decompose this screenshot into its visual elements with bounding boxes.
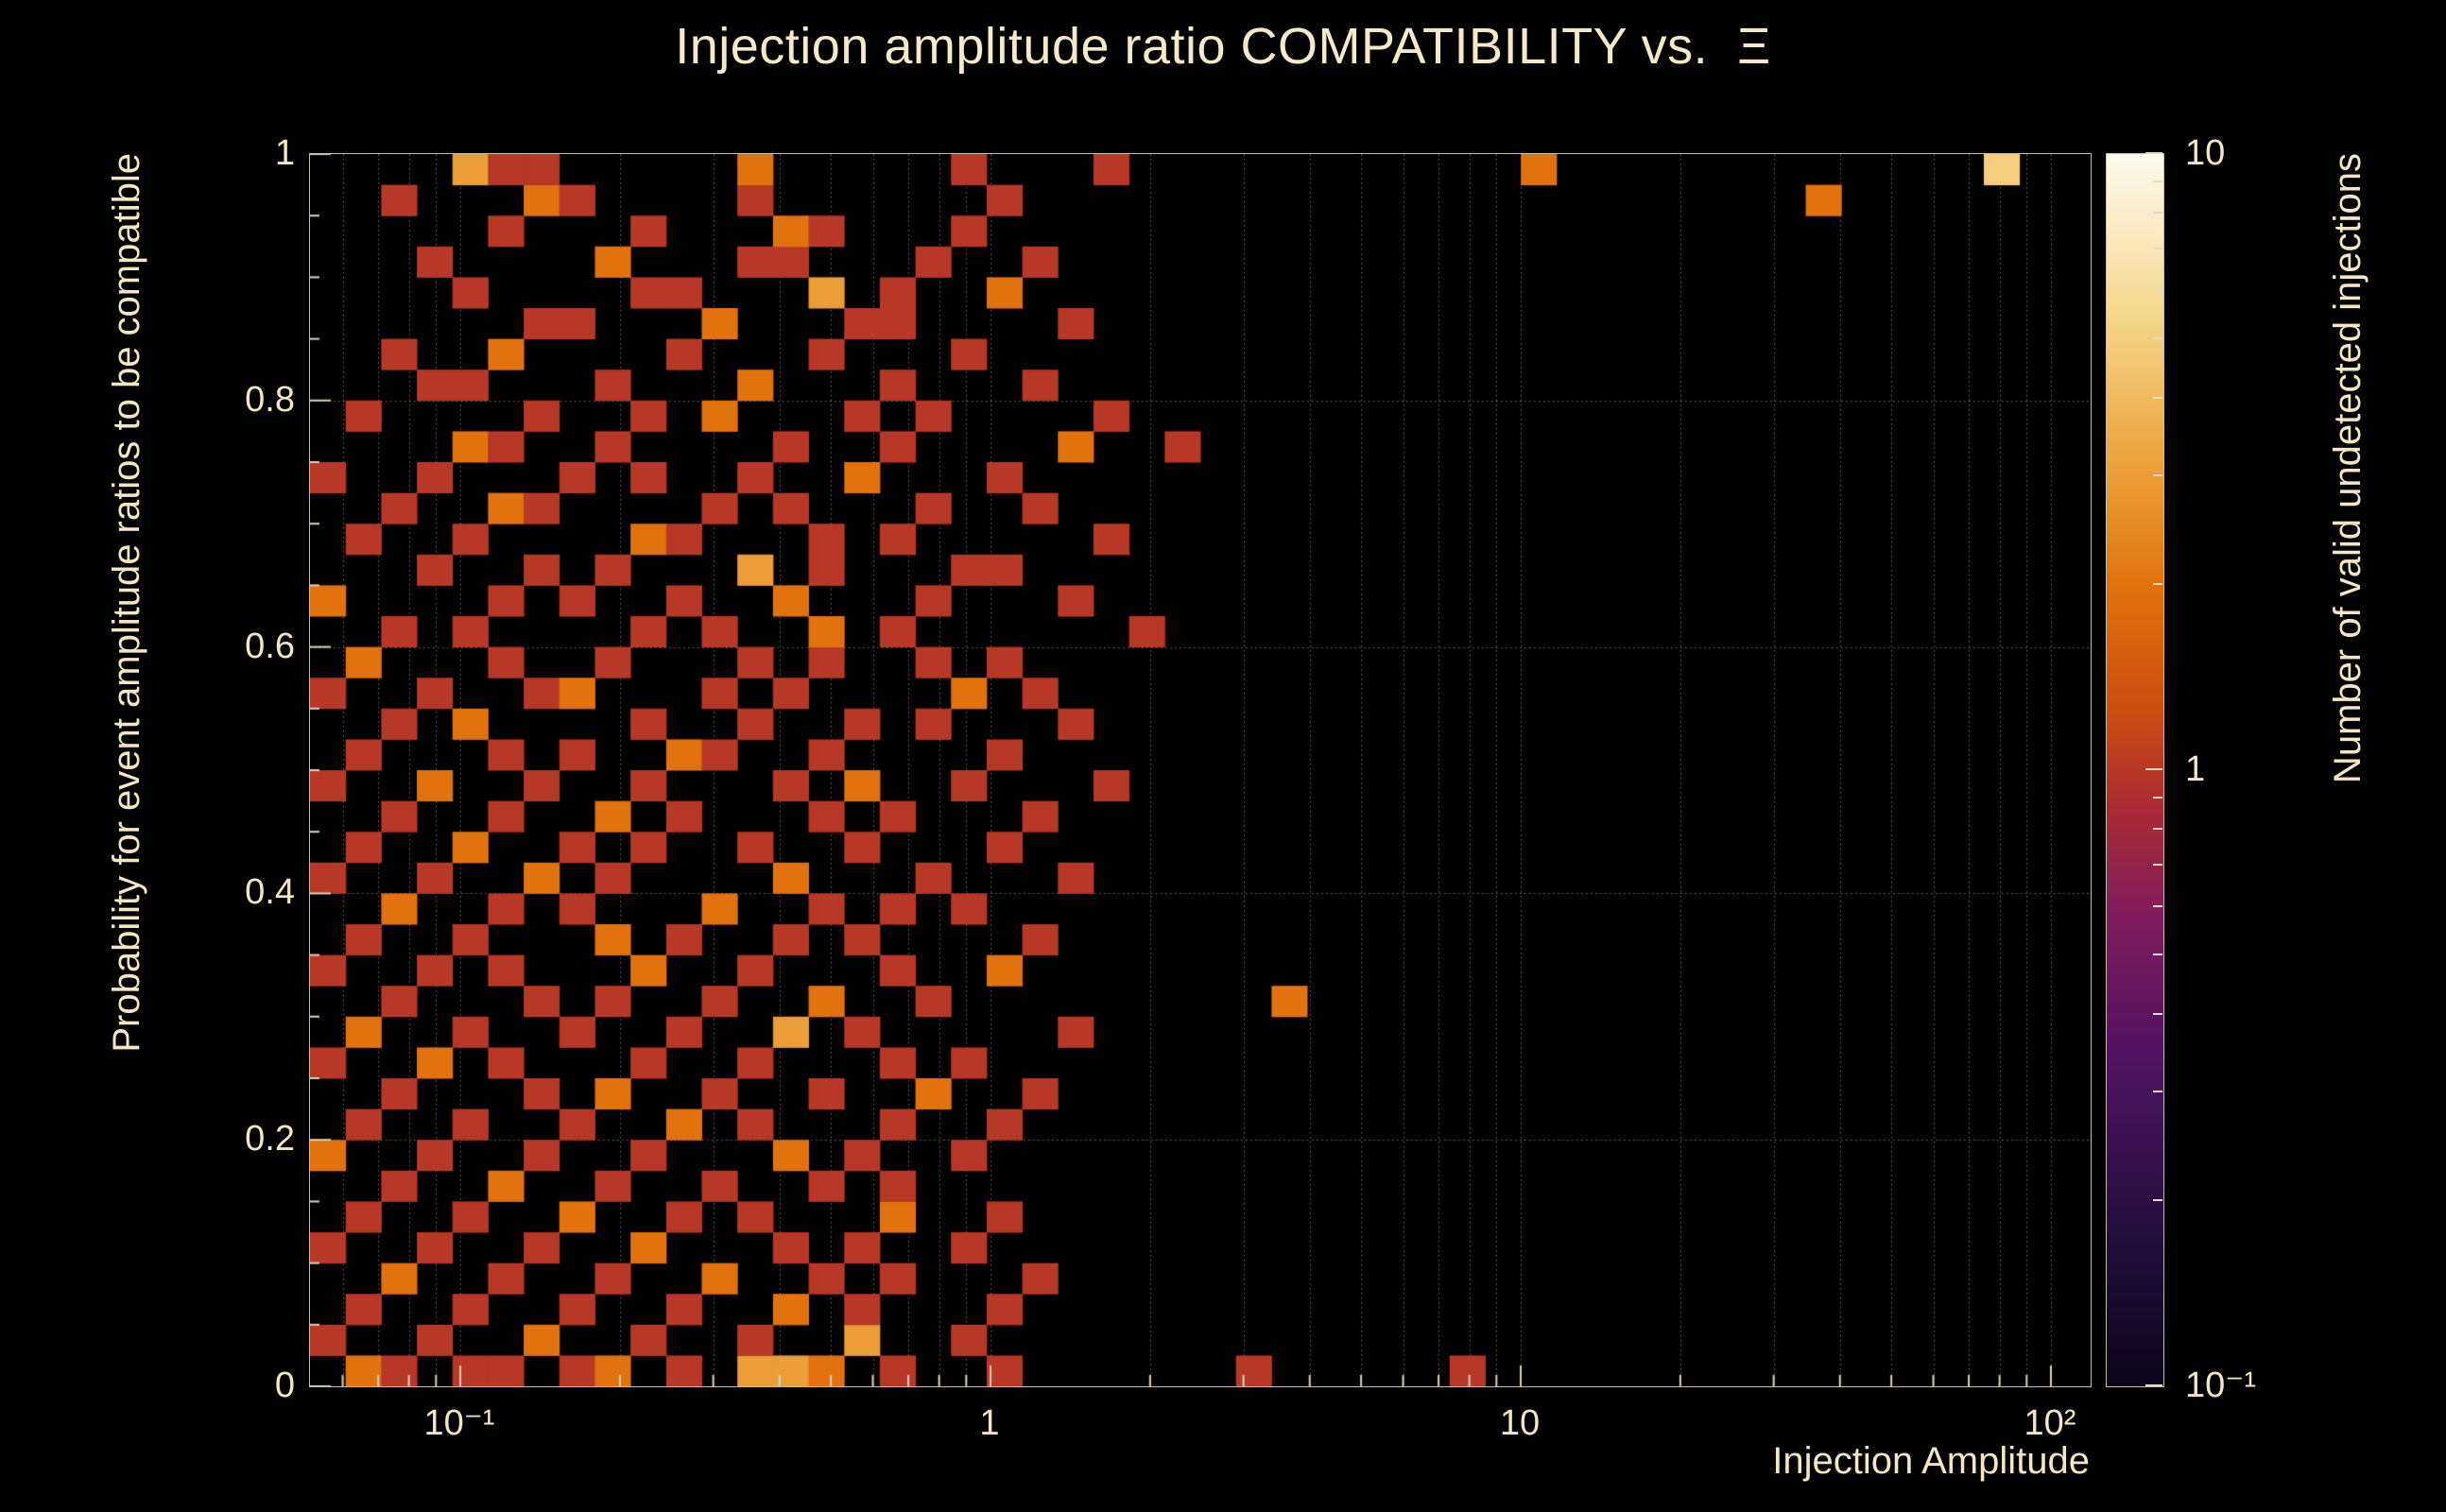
colorbar-tick-mark <box>2153 288 2162 291</box>
colorbar-tick-mark <box>2153 397 2162 400</box>
y-tick-label: 0.8 <box>245 379 295 420</box>
colorbar-tick-mark <box>2153 582 2162 585</box>
colorbar-tick-mark <box>2153 337 2162 340</box>
colorbar-tick-label: 1 <box>2185 749 2206 789</box>
plot-area <box>309 153 2092 1387</box>
y-axis-title: Probability for event amplitude ratios t… <box>106 153 147 1053</box>
y-tick-label: 0.4 <box>245 872 295 913</box>
heatmap-canvas <box>310 154 2091 1386</box>
colorbar-tick-mark <box>2153 796 2162 799</box>
colorbar-tick-mark <box>2153 863 2162 866</box>
colorbar-tick-label: 10⁻¹ <box>2185 1366 2256 1405</box>
colorbar-tick-mark <box>2153 247 2162 249</box>
chart-title: Injection amplitude ratio COMPATIBILITY … <box>675 18 1771 75</box>
colorbar-gradient <box>2107 154 2163 1386</box>
colorbar-tick-mark <box>2153 954 2162 956</box>
colorbar-tick-mark <box>2145 152 2162 154</box>
y-tick-label: 0.6 <box>245 626 295 666</box>
colorbar-tick-mark <box>2153 180 2162 182</box>
y-tick-label: 0.2 <box>245 1119 295 1160</box>
y-tick-label: 0 <box>274 1366 295 1405</box>
colorbar-tick-mark <box>2153 473 2162 476</box>
x-tick-label: 10⁻¹ <box>423 1403 495 1443</box>
colorbar-tick-mark <box>2145 768 2162 770</box>
colorbar-tick-mark <box>2145 1384 2162 1386</box>
colorbar-tick-mark <box>2153 212 2162 215</box>
x-tick-label: 10² <box>2024 1403 2076 1443</box>
x-tick-label: 1 <box>979 1403 1000 1443</box>
colorbar <box>2106 153 2164 1387</box>
colorbar-tick-mark <box>2153 1013 2162 1016</box>
x-axis-title: Injection Amplitude <box>1772 1440 2090 1482</box>
y-tick-label: 1 <box>274 133 295 173</box>
colorbar-tick-label: 10 <box>2185 133 2226 173</box>
x-tick-label: 10 <box>1499 1403 1541 1443</box>
colorbar-tick-mark <box>2153 904 2162 907</box>
colorbar-tick-mark <box>2153 828 2162 831</box>
colorbar-tick-mark <box>2153 1198 2162 1201</box>
colorbar-tick-mark <box>2153 1090 2162 1092</box>
